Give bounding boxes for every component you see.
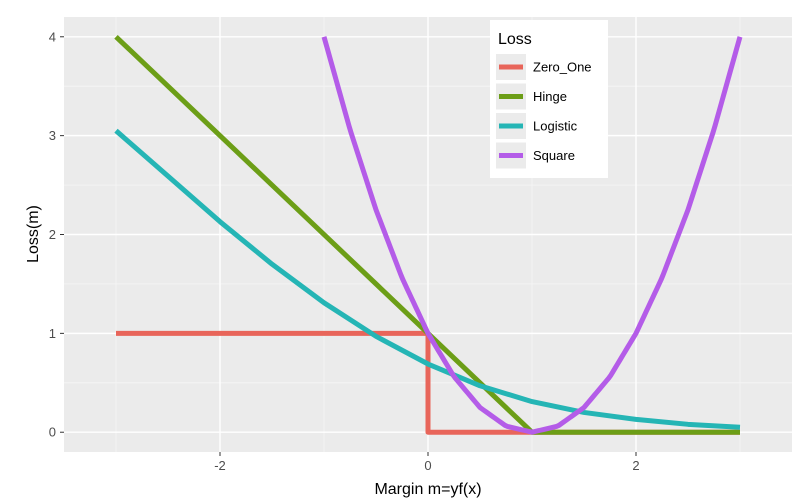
series-line-logistic bbox=[114, 128, 741, 430]
legend-label: Logistic bbox=[533, 119, 578, 134]
legend: Loss Zero_One Hinge Logistic Square bbox=[490, 20, 608, 178]
x-tick-label: -2 bbox=[214, 458, 226, 473]
y-axis-title: Loss(m) bbox=[25, 205, 42, 263]
legend-label: Hinge bbox=[533, 89, 567, 104]
y-tick-label: 4 bbox=[49, 29, 56, 44]
y-axis-ticks: 0 1 2 3 4 bbox=[49, 29, 64, 440]
y-tick-label: 2 bbox=[49, 227, 56, 242]
legend-label: Square bbox=[533, 148, 575, 163]
x-tick-label: 0 bbox=[424, 458, 431, 473]
y-tick-label: 3 bbox=[49, 128, 56, 143]
y-tick-label: 1 bbox=[49, 326, 56, 341]
series-line-square bbox=[321, 36, 743, 435]
x-axis-ticks: -2 0 2 bbox=[214, 452, 640, 473]
x-tick-label: 2 bbox=[632, 458, 639, 473]
series-layer bbox=[114, 34, 743, 435]
legend-label: Zero_One bbox=[533, 60, 592, 75]
legend-title: Loss bbox=[498, 31, 532, 48]
y-tick-label: 0 bbox=[49, 425, 56, 440]
x-axis-title: Margin m=yf(x) bbox=[374, 481, 481, 498]
